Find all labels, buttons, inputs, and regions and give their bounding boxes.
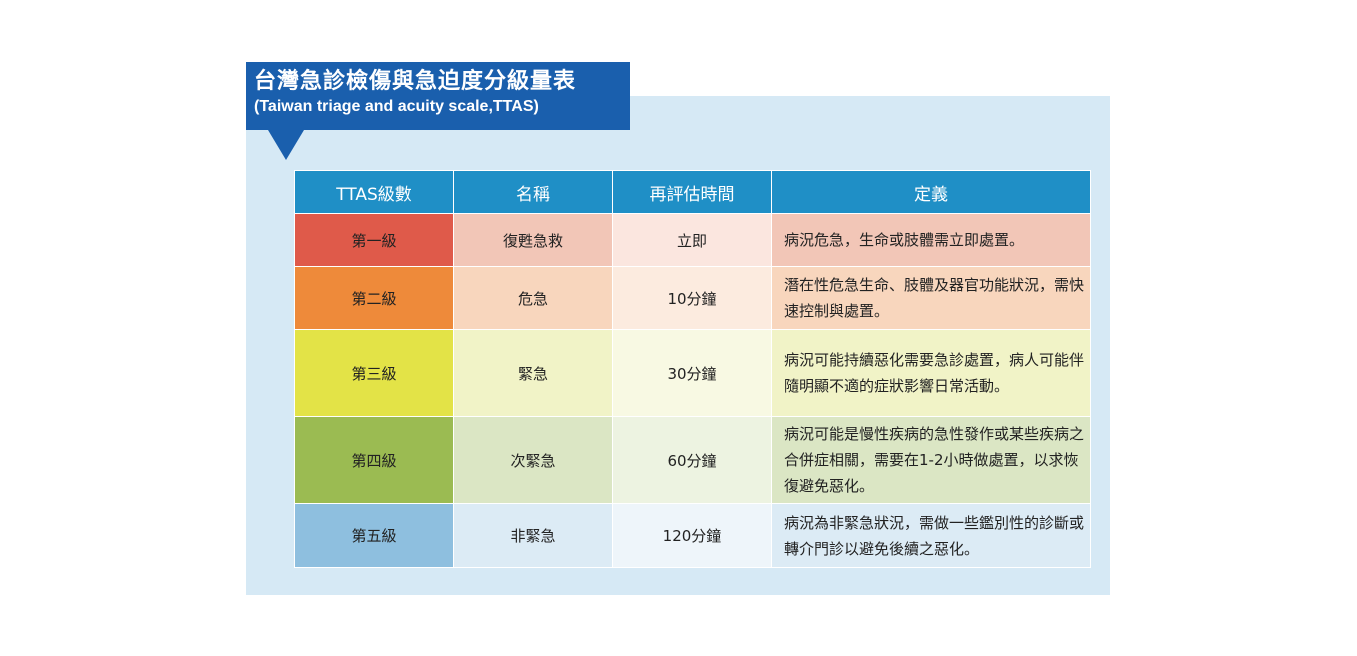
name-cell: 復甦急救 [453, 213, 613, 267]
definition-cell: 病況可能持續惡化需要急診處置，病人可能伴隨明顯不適的症狀影響日常活動。 [771, 329, 1091, 417]
level-cell: 第一級 [294, 213, 454, 267]
time-cell: 30分鐘 [612, 329, 772, 417]
name-cell: 次緊急 [453, 416, 613, 504]
level-cell: 第三級 [294, 329, 454, 417]
level-cell: 第四級 [294, 416, 454, 504]
table-row: 第二級 危急 10分鐘 潛在性危急生命、肢體及器官功能狀況，需快速控制與處置。 [294, 266, 1091, 330]
header-level: TTAS級數 [294, 170, 454, 214]
time-cell: 120分鐘 [612, 503, 772, 568]
definition-cell: 潛在性危急生命、肢體及器官功能狀況，需快速控制與處置。 [771, 266, 1091, 330]
time-cell: 10分鐘 [612, 266, 772, 330]
header-name: 名稱 [453, 170, 613, 214]
definition-cell: 病況危急，生命或肢體需立即處置。 [771, 213, 1091, 267]
definition-cell: 病況為非緊急狀況，需做一些鑑別性的診斷或轉介門診以避免後續之惡化。 [771, 503, 1091, 568]
definition-cell: 病況可能是慢性疾病的急性發作或某些疾病之合併症相關，需要在1-2小時做處置，以求… [771, 416, 1091, 504]
title-chinese: 台灣急診檢傷與急迫度分級量表 [254, 69, 577, 94]
level-cell: 第二級 [294, 266, 454, 330]
title-english: (Taiwan triage and acuity scale,TTAS) [254, 98, 539, 115]
level-cell: 第五級 [294, 503, 454, 568]
table-row: 第五級 非緊急 120分鐘 病況為非緊急狀況，需做一些鑑別性的診斷或轉介門診以避… [294, 503, 1091, 568]
name-cell: 緊急 [453, 329, 613, 417]
header-definition: 定義 [771, 170, 1091, 214]
table-row: 第四級 次緊急 60分鐘 病況可能是慢性疾病的急性發作或某些疾病之合併症相關，需… [294, 416, 1091, 504]
name-cell: 危急 [453, 266, 613, 330]
table-row: 第三級 緊急 30分鐘 病況可能持續惡化需要急診處置，病人可能伴隨明顯不適的症狀… [294, 329, 1091, 417]
ttas-table: TTAS級數 名稱 再評估時間 定義 第一級 復甦急救 立即 病況危急，生命或肢… [294, 170, 1091, 568]
title-banner: 台灣急診檢傷與急迫度分級量表 (Taiwan triage and acuity… [246, 62, 630, 130]
header-reassess-time: 再評估時間 [612, 170, 772, 214]
table-header-row: TTAS級數 名稱 再評估時間 定義 [294, 170, 1091, 214]
time-cell: 立即 [612, 213, 772, 267]
title-pointer [268, 130, 304, 160]
table-row: 第一級 復甦急救 立即 病況危急，生命或肢體需立即處置。 [294, 213, 1091, 267]
name-cell: 非緊急 [453, 503, 613, 568]
time-cell: 60分鐘 [612, 416, 772, 504]
